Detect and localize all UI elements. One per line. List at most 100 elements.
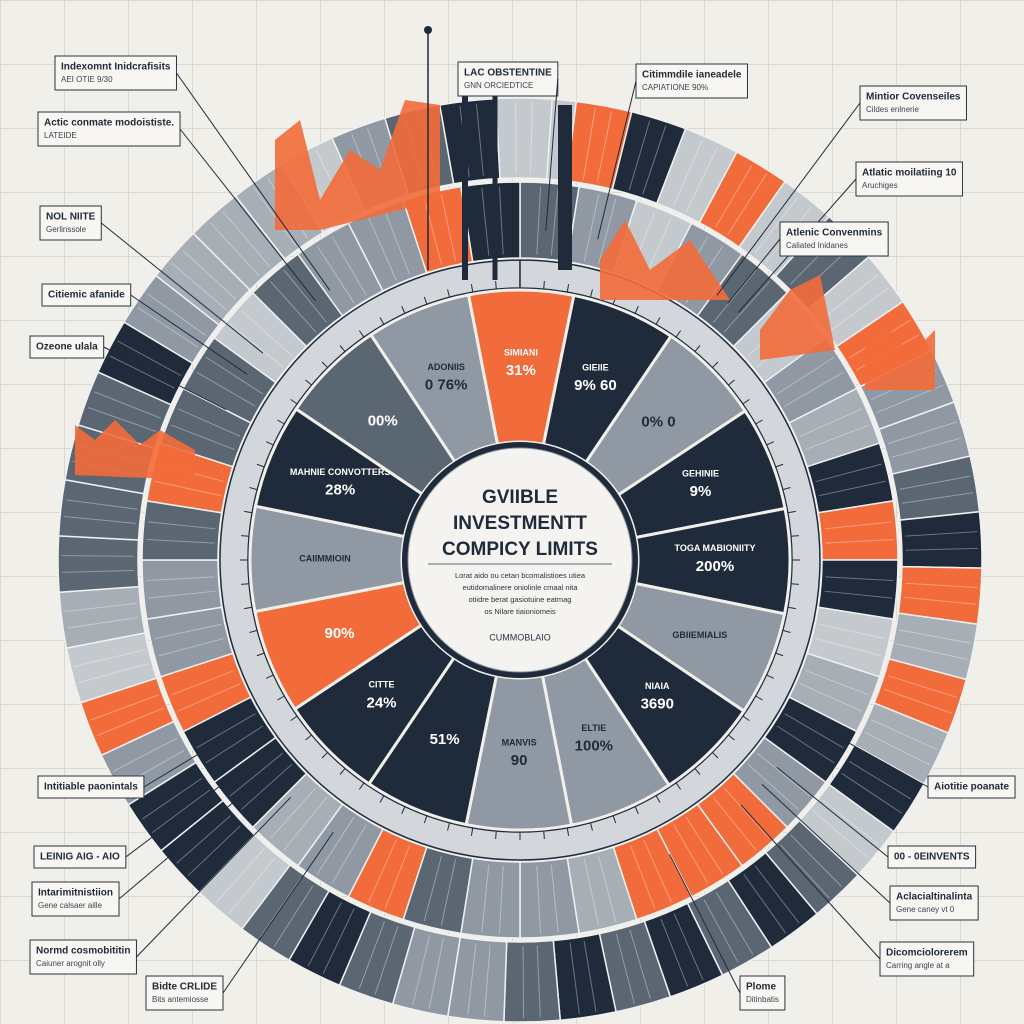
ring-cell-rule: [253, 187, 296, 247]
ring-cell-rule: [642, 125, 667, 195]
ring-cell-rule: [316, 245, 355, 304]
ring-cell-rule: [117, 340, 182, 376]
scale-tick: [675, 330, 682, 338]
ring-cell-rule: [784, 713, 844, 749]
callout-label: Dicomciolorerem: [886, 948, 968, 959]
ring-cell-rule: [780, 844, 830, 899]
ring-cell-rule: [171, 262, 227, 310]
ring-cell-rule: [229, 323, 284, 368]
leader-line: [597, 80, 637, 240]
ring-cell-rule: [67, 616, 139, 629]
ring-cell-rule: [901, 492, 974, 504]
ring-cell-rule: [883, 688, 952, 714]
leader-line: [761, 783, 891, 904]
ring-cell-rule: [87, 407, 157, 432]
ring-cell-rule: [65, 499, 138, 510]
segment-value: 24%: [366, 694, 396, 711]
ring-cell-rule: [62, 555, 135, 557]
leader-line: [545, 78, 559, 232]
scale-tick: [495, 830, 497, 839]
callout: Dicomciolorerem Carring angle at a: [879, 941, 975, 977]
ring-cell-rule: [423, 198, 443, 265]
scale-tick: [775, 652, 784, 657]
leader-line: [776, 766, 889, 858]
callout-label: Citimmdile ianeadele: [642, 70, 742, 81]
ring-cell-rule: [805, 424, 869, 451]
ring-cell-rule: [727, 173, 767, 235]
scale-tick: [655, 795, 661, 803]
ring-cell-rule: [483, 944, 491, 1017]
ring-cell-rule: [307, 901, 342, 967]
callout-sub: AEI OTIE 9/30: [61, 75, 113, 84]
callout: Atlenic Convenmins Caliated Inidanes: [779, 221, 889, 257]
callout: Bidte CRLIDE Bits antemiosse: [145, 975, 224, 1011]
leader-line: [176, 72, 331, 291]
callout: Indexomnt Inidcrafisits AEI OTIE 9/30: [54, 55, 177, 91]
callout: Citimmdile ianeadele CAPIATIONE 90%: [635, 63, 748, 99]
ring-cell-rule: [583, 940, 597, 1012]
scale-tick: [790, 583, 799, 585]
scale-tick: [321, 361, 329, 369]
title-line: COMPICY LIMITS: [442, 539, 598, 560]
ring-cell-rule: [196, 371, 256, 407]
ring-cell-rule: [723, 787, 770, 839]
ring-cell-rule: [628, 120, 651, 190]
scale-tick: [655, 317, 661, 325]
ring-cell-rule: [685, 816, 724, 875]
segment-name: GIEIIE: [582, 363, 609, 373]
peak-chart: [865, 330, 935, 390]
ring-cell-rule: [686, 146, 718, 212]
scale-tick: [787, 606, 796, 610]
ring-cell-rule: [673, 139, 703, 207]
callout-box: [635, 63, 748, 99]
scale-tick: [766, 441, 774, 446]
ring-cell-rule: [821, 799, 879, 846]
callout-sub: GNN ORCIEDTICE: [464, 81, 533, 90]
ring-cell-rule: [428, 938, 444, 1009]
center-caption: CUMMOBLAIO: [489, 632, 551, 642]
scale-tick: [775, 463, 784, 468]
ring-cell-rule: [151, 789, 211, 834]
callout-box: [54, 55, 177, 91]
callout-box: [859, 85, 967, 121]
ring-cell-rule: [515, 102, 517, 175]
ring-cell-rule: [815, 463, 882, 483]
peak-chart: [600, 220, 730, 300]
callout-sub: Aruchiges: [862, 181, 898, 190]
callout: Aclacialtinalinta Gene caney vt 0: [889, 885, 979, 921]
scale-tick: [266, 674, 274, 679]
ring-cell-rule: [113, 737, 178, 772]
leader-line: [740, 804, 881, 960]
scale-tick: [787, 510, 796, 514]
ring-cell-rule: [222, 211, 270, 267]
ring-cell-rule: [498, 865, 504, 934]
ring-cell-rule: [205, 725, 264, 764]
ring-cell-rule: [715, 164, 753, 228]
ring-cell-rule: [723, 281, 770, 333]
ring-cell-rule: [322, 908, 355, 974]
scale-tick: [244, 606, 253, 610]
ring-cell-rule: [756, 752, 811, 797]
ring-cell-rule: [215, 848, 265, 904]
pointer-dot: [424, 26, 432, 34]
callout-label: Ozeone ulala: [36, 342, 98, 353]
ring-cell-rule: [109, 355, 175, 389]
ring-cell-rule: [597, 855, 617, 922]
ring-cell-rule: [643, 839, 672, 903]
ring-cell-rule: [790, 834, 842, 887]
callout-label: Aclacialtinalinta: [896, 892, 973, 903]
ring-cell-rule: [825, 576, 894, 582]
callout-label: Plome: [746, 982, 776, 993]
callout-box: [889, 885, 979, 921]
segment-value: 9% 60: [574, 377, 617, 394]
ring-cell-rule: [747, 763, 799, 810]
scale-tick: [447, 822, 451, 831]
callout: Atlatic moilatiing 10 Aruchiges: [855, 161, 963, 197]
segment-value: 51%: [430, 731, 460, 748]
ring-cell-rule: [158, 637, 225, 657]
ring-cell-rule: [331, 824, 367, 884]
ring-cell-rule: [550, 187, 559, 256]
ring-cell-rule: [896, 643, 968, 661]
